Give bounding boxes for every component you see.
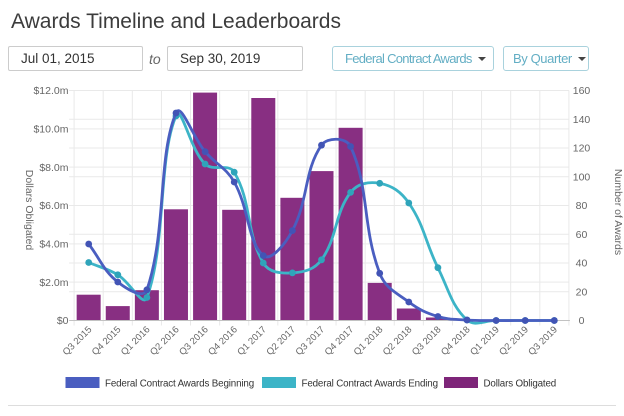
svg-text:$4.0m: $4.0m (39, 238, 68, 250)
svg-text:Q3 2019: Q3 2019 (526, 324, 560, 358)
svg-text:60: 60 (576, 229, 588, 241)
svg-text:Q1 2018: Q1 2018 (352, 324, 386, 358)
svg-text:Q2 2018: Q2 2018 (381, 324, 415, 358)
svg-text:Q3 2018: Q3 2018 (410, 324, 444, 358)
svg-text:80: 80 (576, 200, 588, 212)
svg-text:Dollars Obligated: Dollars Obligated (484, 379, 557, 390)
svg-text:40: 40 (576, 258, 588, 270)
svg-text:Q4 2015: Q4 2015 (90, 324, 124, 358)
svg-text:Q4 2018: Q4 2018 (439, 324, 473, 358)
svg-text:$10.0m: $10.0m (33, 123, 68, 135)
svg-text:100: 100 (573, 171, 591, 183)
svg-text:Q3 2015: Q3 2015 (61, 324, 95, 358)
svg-text:Q2 2017: Q2 2017 (264, 324, 298, 358)
svg-text:Q2 2016: Q2 2016 (148, 324, 182, 358)
svg-text:$2.0m: $2.0m (39, 277, 68, 289)
svg-text:$0: $0 (57, 315, 69, 327)
svg-text:$6.0m: $6.0m (39, 200, 68, 212)
svg-text:140: 140 (573, 114, 591, 126)
svg-text:Federal Contract Awards Beginn: Federal Contract Awards Beginning (105, 379, 254, 390)
svg-text:Q1 2017: Q1 2017 (235, 324, 269, 358)
svg-text:Q4 2017: Q4 2017 (323, 324, 357, 358)
svg-text:120: 120 (573, 143, 591, 155)
svg-text:Q4 2016: Q4 2016 (206, 324, 240, 358)
svg-text:20: 20 (576, 286, 588, 298)
svg-text:$8.0m: $8.0m (39, 162, 68, 174)
svg-text:Dollars Obligated: Dollars Obligated (23, 170, 35, 251)
svg-text:Q2 2019: Q2 2019 (497, 324, 531, 358)
svg-text:Q1 2016: Q1 2016 (119, 324, 153, 358)
svg-text:Q1 2019: Q1 2019 (468, 324, 502, 358)
svg-text:$12.0m: $12.0m (33, 85, 68, 97)
svg-text:Number of Awards: Number of Awards (612, 169, 624, 255)
svg-text:Q3 2016: Q3 2016 (177, 324, 211, 358)
svg-text:0: 0 (579, 315, 585, 327)
svg-text:160: 160 (573, 85, 591, 97)
svg-text:Q3 2017: Q3 2017 (294, 324, 328, 358)
svg-text:Federal Contract Awards Ending: Federal Contract Awards Ending (302, 379, 438, 390)
